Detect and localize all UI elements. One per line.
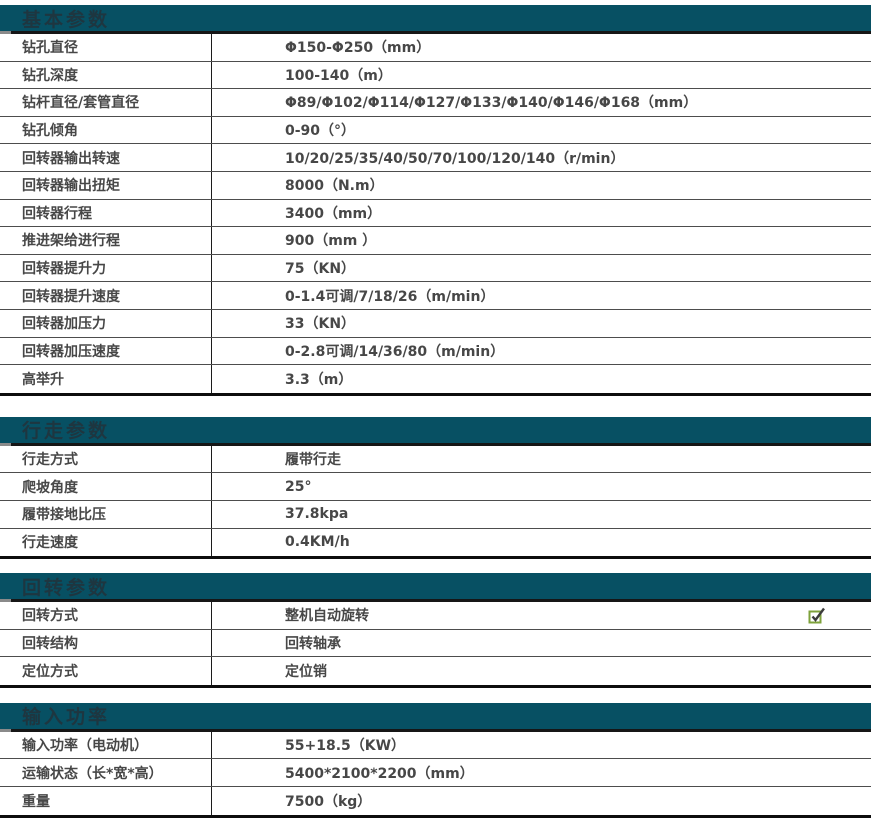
table-row: 运输状态（长*宽*高） 5400*2100*2200（mm） <box>0 759 871 788</box>
spec-value: 100-140（m） <box>285 67 392 84</box>
table-row: 回转结构 回转轴承 <box>0 629 871 658</box>
table-row: 输入功率（电动机） 55+18.5（KW） <box>0 731 871 760</box>
rotation-params-table: 回转方式 整机自动旋转 回转结构 回转轴承 定位方式 定位销 <box>0 602 871 688</box>
table-row: 履带接地比压 37.8kpa <box>0 500 871 529</box>
spec-value: 0-2.8可调/14/36/80（m/min） <box>285 343 505 360</box>
table-row: 重量 7500（kg） <box>0 787 871 815</box>
spec-label: 钻孔深度 <box>0 61 212 89</box>
table-row: 行走方式 履带行走 <box>0 445 871 474</box>
spec-label: 高举升 <box>0 365 212 393</box>
table-row: 回转器加压力 33（KN） <box>0 309 871 338</box>
table-row: 回转器提升速度 0-1.4可调/7/18/26（m/min） <box>0 282 871 310</box>
spec-sheet: 基本参数 钻孔直径 Φ150-Φ250（mm） 钻孔深度 100-140（m） … <box>0 5 871 818</box>
spec-label: 钻杆直径/套管直径 <box>0 89 212 116</box>
spec-label: 推进架给进行程 <box>0 227 212 254</box>
travel-params-table: 行走方式 履带行走 爬坡角度 25° 履带接地比压 37.8kpa 行走速度 0… <box>0 445 871 560</box>
section-header-basic-params: 基本参数 <box>0 5 871 34</box>
spec-label: 回转器加压速度 <box>0 337 212 365</box>
section-header-rotation-params: 回转参数 <box>0 573 871 603</box>
section-header-input-power: 输入功率 <box>0 702 871 732</box>
spec-label: 回转器加压力 <box>0 309 212 337</box>
spec-label: 回转方式 <box>0 602 212 629</box>
spec-label: 回转器输出转速 <box>0 144 212 171</box>
table-row: 推进架给进行程 900（mm ） <box>0 227 871 255</box>
spec-label: 行走速度 <box>0 528 212 557</box>
table-row: 高举升 3.3（m） <box>0 365 871 393</box>
section-header-travel-params: 行走参数 <box>0 416 871 446</box>
spec-label: 回转器行程 <box>0 199 212 227</box>
table-row: 回转方式 整机自动旋转 <box>0 602 871 630</box>
table-row: 钻孔倾角 0-90（°） <box>0 116 871 145</box>
spec-value: 0-90（°） <box>285 123 356 140</box>
spec-label: 履带接地比压 <box>0 500 212 528</box>
spec-label: 钻孔倾角 <box>0 116 212 144</box>
spec-value: 900（mm ） <box>285 233 377 250</box>
spec-value: 3.3（m） <box>285 371 353 388</box>
table-row: 回转器加压速度 0-2.8可调/14/36/80（m/min） <box>0 337 871 366</box>
table-row: 回转器提升力 75（KN） <box>0 254 871 283</box>
spec-value: 定位销 <box>285 664 327 681</box>
table-row: 钻孔深度 100-140（m） <box>0 61 871 90</box>
spec-value-cell: 整机自动旋转 <box>212 602 871 629</box>
spec-value: 75（KN） <box>285 261 356 278</box>
spec-label: 定位方式 <box>0 657 212 685</box>
section-basic-params: 基本参数 钻孔直径 Φ150-Φ250（mm） 钻孔深度 100-140（m） … <box>0 5 871 396</box>
spec-value: 7500（kg） <box>285 793 372 810</box>
spec-value: 履带行走 <box>285 452 341 469</box>
spec-label: 输入功率（电动机） <box>0 731 212 759</box>
table-row: 定位方式 定位销 <box>0 657 871 685</box>
table-row: 回转器输出扭矩 8000（N.m） <box>0 171 871 200</box>
table-row: 回转器行程 3400（mm） <box>0 199 871 228</box>
section-title: 输入功率 <box>22 706 111 729</box>
table-row: 钻孔直径 Φ150-Φ250（mm） <box>0 34 871 62</box>
spec-label: 重量 <box>0 787 212 815</box>
spec-label: 回转器提升速度 <box>0 282 212 309</box>
spec-value: 10/20/25/35/40/50/70/100/120/140（r/min） <box>285 150 625 167</box>
spec-value: 55+18.5（KW） <box>285 738 406 755</box>
spec-value: 3400（mm） <box>285 205 382 222</box>
spec-value: 回转轴承 <box>285 635 341 652</box>
spec-label: 钻孔直径 <box>0 34 212 61</box>
section-input-power: 输入功率 输入功率（电动机） 55+18.5（KW） 运输状态（长*宽*高） 5… <box>0 702 871 818</box>
spec-value: 整机自动旋转 <box>285 608 369 625</box>
spec-value: Φ89/Φ102/Φ114/Φ127/Φ133/Φ140/Φ146/Φ168（m… <box>285 95 698 112</box>
spec-value: 37.8kpa <box>285 506 349 523</box>
section-title: 基本参数 <box>22 8 111 31</box>
spec-label: 回转器提升力 <box>0 254 212 282</box>
basic-params-table: 钻孔直径 Φ150-Φ250（mm） 钻孔深度 100-140（m） 钻杆直径/… <box>0 34 871 396</box>
spec-value: 25° <box>285 478 312 495</box>
spec-label: 行走方式 <box>0 445 212 473</box>
input-power-table: 输入功率（电动机） 55+18.5（KW） 运输状态（长*宽*高） 5400*2… <box>0 731 871 818</box>
spec-value: 33（KN） <box>285 316 356 333</box>
spec-value: 0.4KM/h <box>285 534 350 551</box>
table-row: 回转器输出转速 10/20/25/35/40/50/70/100/120/140… <box>0 144 871 172</box>
spec-label: 回转器输出扭矩 <box>0 171 212 199</box>
section-title: 回转参数 <box>22 576 111 599</box>
spec-label: 爬坡角度 <box>0 473 212 500</box>
section-title: 行走参数 <box>22 420 111 443</box>
section-travel-params: 行走参数 行走方式 履带行走 爬坡角度 25° 履带接地比压 37.8kpa 行… <box>0 416 871 560</box>
spec-value: 8000（N.m） <box>285 178 384 195</box>
table-row: 钻杆直径/套管直径 Φ89/Φ102/Φ114/Φ127/Φ133/Φ140/Φ… <box>0 89 871 117</box>
table-row: 行走速度 0.4KM/h <box>0 528 871 557</box>
table-row: 爬坡角度 25° <box>0 473 871 501</box>
spec-label: 回转结构 <box>0 629 212 657</box>
section-rotation-params: 回转参数 回转方式 整机自动旋转 回转结构 回转轴承 <box>0 573 871 688</box>
checked-checkbox-icon[interactable] <box>808 606 827 625</box>
spec-value: 0-1.4可调/7/18/26（m/min） <box>285 288 495 305</box>
spec-label: 运输状态（长*宽*高） <box>0 759 212 787</box>
spec-value: Φ150-Φ250（mm） <box>285 40 431 57</box>
spec-value: 5400*2100*2200（mm） <box>285 765 474 782</box>
